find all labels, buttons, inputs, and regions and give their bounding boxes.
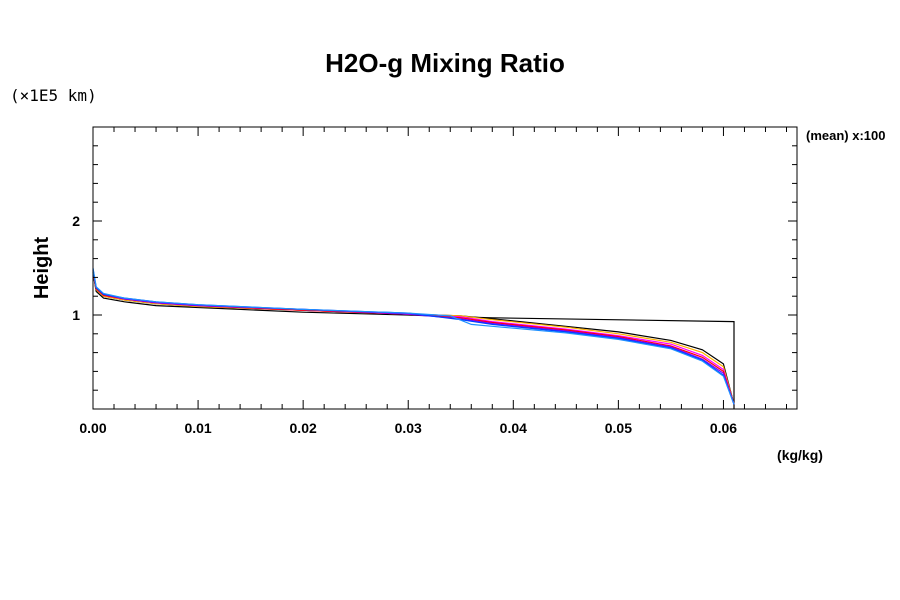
y-scale-note: (×1E5 km)	[10, 86, 97, 105]
x-tick-label: 0.01	[184, 420, 211, 436]
x-tick-label: 0.05	[605, 420, 632, 436]
x-tick-label: 0.03	[395, 420, 422, 436]
x-tick-label: 0.02	[290, 420, 317, 436]
series-line-2	[92, 271, 735, 405]
chart-title: H2O-g Mixing Ratio	[325, 48, 565, 78]
y-axis-label: Height	[31, 237, 53, 300]
y-tick-labels: 12	[72, 213, 80, 323]
x-tick-label: 0.04	[500, 420, 527, 436]
y-tick-label: 2	[72, 213, 80, 229]
y-tick-label: 1	[72, 307, 80, 323]
x-tick-label: 0.06	[710, 420, 737, 436]
x-tick-labels: 0.00 0.01 0.02 0.03 0.04 0.05 0.06	[79, 420, 737, 436]
x-unit-label: (kg/kg)	[777, 447, 823, 463]
axes	[92, 126, 798, 410]
x-tick-label: 0.00	[79, 420, 106, 436]
plot-lines	[92, 267, 735, 409]
annotation-mean: (mean) x:100	[806, 128, 885, 143]
series-line-7	[92, 267, 735, 405]
reference-profile-line	[92, 272, 735, 409]
plot-frame	[92, 126, 798, 410]
